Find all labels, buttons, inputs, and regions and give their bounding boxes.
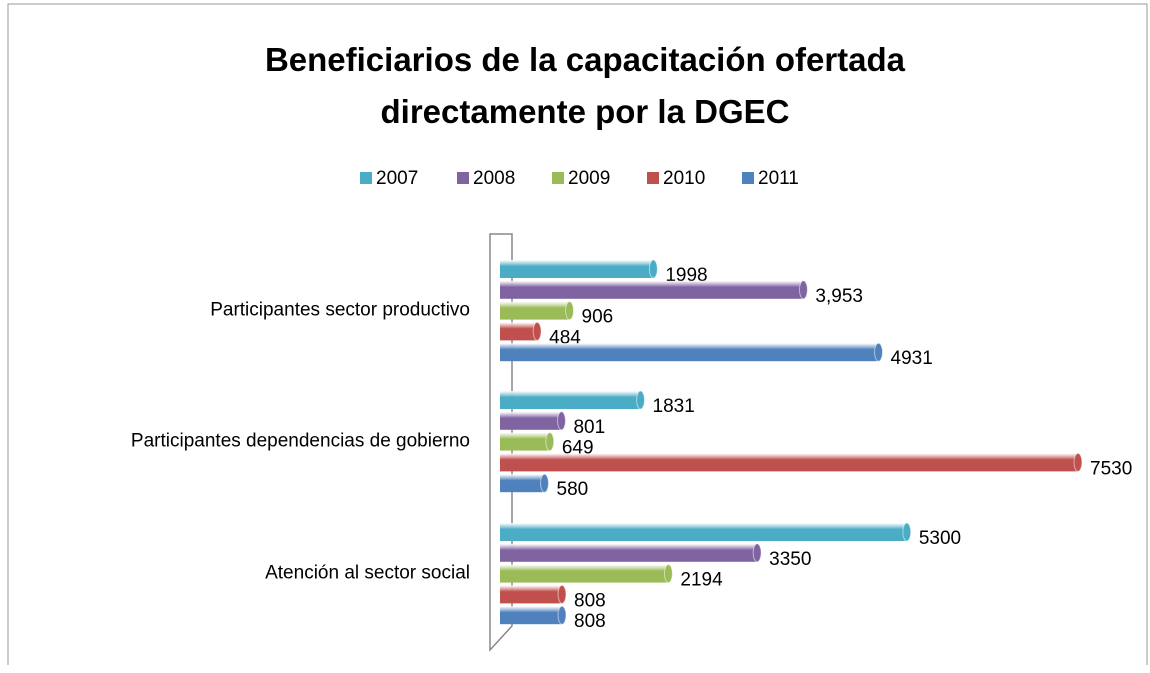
bar bbox=[500, 543, 758, 562]
chart-title: Beneficiarios de la capacitación ofertad… bbox=[264, 41, 906, 130]
data-label: 1831 bbox=[653, 396, 695, 417]
legend-label: 2011 bbox=[758, 168, 799, 189]
bar-cap bbox=[557, 605, 567, 625]
legend-swatch bbox=[457, 172, 469, 184]
bar-cap bbox=[636, 390, 646, 410]
chart-border bbox=[7, 3, 1148, 665]
legend-label: 2010 bbox=[663, 168, 705, 189]
data-label: 649 bbox=[562, 438, 594, 459]
data-label: 801 bbox=[573, 417, 605, 438]
data-label: 580 bbox=[557, 479, 589, 500]
bar bbox=[500, 280, 804, 299]
data-label: 3,953 bbox=[815, 286, 863, 307]
bar-cap bbox=[752, 543, 762, 563]
bar-cap bbox=[556, 411, 566, 431]
data-label: 808 bbox=[574, 611, 606, 632]
data-label: 1998 bbox=[665, 265, 707, 286]
bar bbox=[500, 523, 907, 541]
data-label: 5300 bbox=[919, 528, 961, 549]
bar-cap bbox=[565, 301, 575, 321]
legend-label: 2008 bbox=[473, 168, 515, 189]
bar-cap bbox=[902, 522, 912, 542]
bar-cap bbox=[545, 432, 555, 452]
legend-label: 2007 bbox=[376, 168, 418, 189]
bar bbox=[500, 343, 879, 362]
data-label: 7530 bbox=[1090, 458, 1132, 479]
legend-label: 2009 bbox=[568, 168, 610, 189]
data-label: 3350 bbox=[769, 549, 811, 570]
data-label: 808 bbox=[574, 590, 606, 611]
bar bbox=[500, 322, 538, 341]
bar bbox=[500, 585, 563, 604]
data-label: 2194 bbox=[680, 570, 723, 591]
bar bbox=[500, 260, 654, 278]
bar bbox=[500, 432, 550, 451]
bar bbox=[500, 564, 669, 583]
bar-cap bbox=[532, 321, 542, 341]
data-label: 4931 bbox=[891, 348, 933, 369]
bar-cap bbox=[1073, 452, 1083, 472]
bar bbox=[500, 301, 570, 320]
bar bbox=[500, 606, 563, 625]
category-label: Participantes sector productivo bbox=[210, 300, 470, 321]
bar-cap bbox=[663, 564, 673, 584]
bar bbox=[500, 453, 1078, 472]
legend-swatch bbox=[552, 172, 564, 184]
legend-swatch bbox=[360, 172, 372, 184]
data-label: 906 bbox=[582, 307, 614, 328]
bar-cap bbox=[874, 342, 884, 362]
bar bbox=[500, 411, 562, 430]
bar-cap bbox=[798, 280, 808, 300]
bar bbox=[500, 474, 545, 493]
category-label: Atención al sector social bbox=[265, 563, 470, 584]
bar bbox=[500, 391, 641, 409]
data-label: 484 bbox=[549, 327, 581, 348]
bar-cap bbox=[557, 584, 567, 604]
category-label: Participantes dependencias de gobierno bbox=[131, 431, 470, 452]
legend-swatch bbox=[647, 172, 659, 184]
bar-cap bbox=[648, 259, 658, 279]
bar-cap bbox=[540, 473, 550, 493]
legend-swatch bbox=[742, 172, 754, 184]
